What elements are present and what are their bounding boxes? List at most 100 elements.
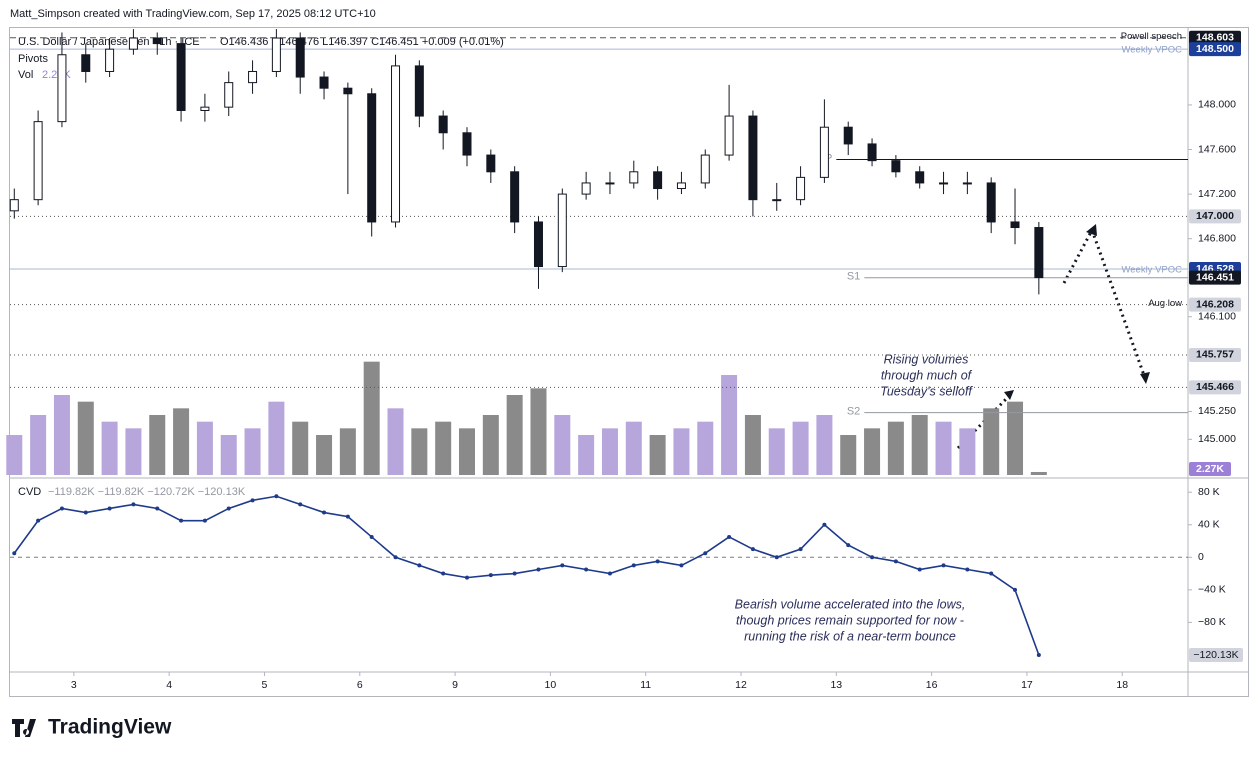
level-badge — [1189, 297, 1241, 312]
cvd-point — [464, 575, 469, 580]
volume-bar — [482, 415, 499, 475]
volume-bar — [887, 421, 904, 475]
x-tick-label: 11 — [640, 679, 651, 691]
cvd-point — [917, 567, 922, 572]
cvd-point — [1036, 653, 1041, 658]
y-tick-label: 148.000 — [1198, 99, 1236, 111]
volume-bar — [339, 428, 356, 475]
cvd-point — [36, 518, 41, 523]
level-label: 148.500 — [1196, 43, 1234, 55]
candle-body — [819, 126, 829, 178]
cvd-point — [727, 534, 732, 539]
candle-body — [319, 76, 329, 89]
candle-body — [510, 171, 520, 223]
level-badge — [1189, 347, 1241, 362]
volume-bar — [911, 415, 928, 475]
pivot-label: S1 — [847, 271, 860, 283]
cvd-point — [655, 559, 660, 564]
level-badge — [1189, 380, 1241, 395]
cvd-tick-label: 40 K — [1198, 519, 1220, 531]
volume-bar — [411, 428, 428, 475]
cvd-point — [822, 522, 827, 527]
cvd-point — [250, 498, 255, 503]
volume-bar — [363, 361, 380, 475]
annotation: running the risk of a near-term bounce — [744, 629, 956, 643]
candle-body — [271, 37, 281, 72]
level-label: 146.208 — [1196, 298, 1234, 310]
candle-body — [81, 54, 91, 72]
cvd-point — [131, 502, 136, 507]
candle-body — [462, 132, 472, 156]
level-name: Powell speech — [1121, 31, 1182, 42]
candle-body — [248, 70, 258, 84]
cvd-point — [274, 494, 279, 499]
x-tick-label: 13 — [830, 679, 842, 691]
candle-body — [438, 115, 448, 134]
cvd-name: CVD — [18, 486, 41, 498]
candle-body — [414, 65, 424, 117]
candle-body — [796, 176, 806, 201]
cvd-point — [1013, 587, 1018, 592]
volume-bar — [6, 435, 23, 475]
candle-body — [176, 43, 186, 111]
cvd-badge — [1189, 648, 1243, 663]
cvd-point — [679, 563, 684, 568]
candle-body — [343, 87, 353, 95]
level-name: Weekly VPOC — [1121, 45, 1182, 56]
candle-body — [105, 48, 115, 72]
candle-body — [33, 121, 43, 201]
volume-bar — [149, 415, 166, 475]
y-tick-label: 145.250 — [1198, 405, 1236, 417]
level-label: 145.466 — [1196, 381, 1234, 393]
cvd-point — [59, 506, 64, 511]
cvd-point — [631, 563, 636, 568]
candle-body — [843, 126, 853, 145]
y-tick-label: 146.100 — [1198, 310, 1236, 322]
logo: TradingView — [12, 716, 172, 739]
logo-text: TradingView — [48, 716, 172, 739]
cvd-point — [226, 506, 231, 511]
candle-body — [295, 37, 305, 78]
volume-bar — [506, 395, 523, 475]
volume-legend: 2.27K — [42, 69, 71, 81]
volume-bar — [196, 421, 213, 475]
level-label: 146.451 — [1196, 271, 1234, 283]
annotation: Bearish volume accelerated into the lows… — [735, 597, 966, 611]
annotation: Rising volumes — [884, 352, 969, 366]
y-tick-label: 147.200 — [1198, 188, 1236, 200]
cvd-point — [965, 567, 970, 572]
volume-bar — [721, 375, 738, 475]
volume-bar — [77, 401, 94, 475]
ohlc-legend: O146.436 H146.476 L146.397 C146.451 +0.0… — [220, 36, 504, 48]
y-tick-label: 146.800 — [1198, 232, 1236, 244]
cvd-point — [893, 559, 898, 564]
candle-body — [605, 182, 615, 185]
candle-body — [533, 221, 543, 268]
candle-body — [915, 171, 925, 184]
candle-body — [629, 171, 639, 184]
annotation: Tuesday's selloff — [880, 384, 973, 398]
cvd-point — [298, 502, 303, 507]
x-tick-label: 6 — [357, 679, 363, 691]
x-tick-label: 12 — [735, 679, 747, 691]
y-tick-label: 145.000 — [1198, 433, 1236, 445]
arrow — [1062, 226, 1147, 379]
candle-body — [724, 115, 734, 156]
volume-bar — [53, 395, 70, 475]
candle-body — [581, 182, 591, 195]
cvd-point — [536, 567, 541, 572]
volume-bar — [458, 428, 475, 475]
candle-body — [128, 37, 138, 50]
volume-bar — [387, 408, 404, 475]
candle-body — [962, 182, 972, 185]
y-tick-label: 147.600 — [1198, 143, 1236, 155]
logo-mark — [12, 719, 36, 737]
candle-body — [224, 82, 234, 108]
candle-body — [700, 154, 710, 184]
volume-bar — [578, 435, 595, 475]
volume-bar — [983, 408, 1000, 475]
candle-body — [57, 54, 67, 123]
volume-bar — [1007, 401, 1024, 475]
volume-bar — [625, 421, 642, 475]
